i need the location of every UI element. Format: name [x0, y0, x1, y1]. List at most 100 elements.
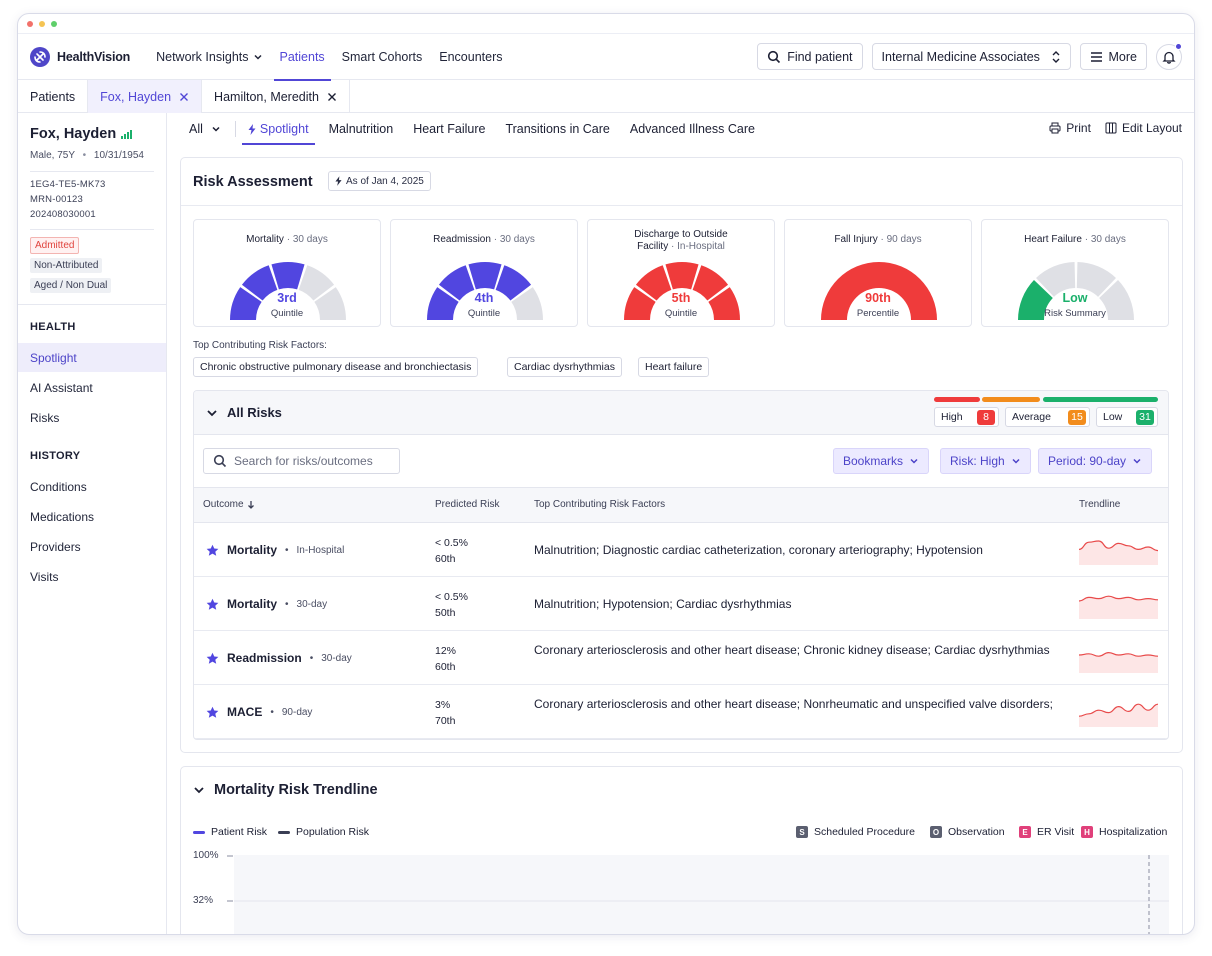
high-count[interactable]: High 8: [934, 407, 999, 427]
filter-all-dropdown[interactable]: All: [189, 113, 221, 145]
patient-dob: 10/31/1954: [93, 150, 144, 161]
find-patient-button[interactable]: Find patient: [757, 43, 863, 70]
sidebar-item-spotlight[interactable]: Spotlight: [18, 343, 166, 372]
column-outcome[interactable]: Outcome: [203, 499, 255, 510]
nav-network-insights[interactable]: Network Insights: [156, 34, 262, 80]
app-window: HealthVision Network Insights Patients S…: [17, 13, 1195, 935]
tab-spotlight[interactable]: Spotlight: [241, 113, 315, 145]
healthvision-logo-icon: [30, 46, 50, 67]
bookmarks-filter[interactable]: Bookmarks: [833, 448, 930, 474]
average-count[interactable]: Average 15: [1005, 407, 1090, 427]
sidebar-item-medications[interactable]: Medications: [18, 502, 166, 531]
legend-label: Hospitalization: [1099, 826, 1168, 838]
risk-search-input[interactable]: Search for risks/outcomes: [203, 448, 400, 474]
print-label: Print: [1066, 121, 1091, 135]
legend-label: ER Visit: [1037, 826, 1075, 838]
gauge-unit: Quintile: [664, 308, 698, 319]
star-icon[interactable]: [206, 706, 219, 719]
nav-encounters[interactable]: Encounters: [439, 34, 502, 80]
nav-label: Patients: [279, 49, 325, 64]
layout-icon: [1105, 122, 1117, 134]
tab-patients[interactable]: Patients: [18, 80, 89, 113]
gauge-segment: [624, 287, 656, 320]
gauge-card[interactable]: Discharge to Outside Facility · In-Hospi…: [587, 219, 775, 327]
tab-patient-hamilton-meredith[interactable]: Hamilton, Meredith: [202, 80, 350, 113]
outcome-name: Readmission: [227, 651, 302, 665]
tab-label: Patients: [30, 89, 76, 104]
gauge-card[interactable]: Readmission · 30 days 4th Quintile: [390, 219, 578, 327]
gauge-segment: [821, 262, 937, 320]
column-predicted-risk[interactable]: Predicted Risk: [435, 499, 500, 510]
risks-table-header: Outcome Predicted Risk Top Contributing …: [194, 487, 1168, 523]
risk-percentile: 50th: [435, 607, 456, 619]
sidebar-item-label: Medications: [30, 509, 95, 524]
trendline-toggle[interactable]: Mortality Risk Trendline: [193, 782, 378, 798]
sidebar-item-visits[interactable]: Visits: [18, 562, 166, 591]
top-navigation: HealthVision Network Insights Patients S…: [18, 34, 1194, 81]
period-filter[interactable]: Period: 90-day: [1038, 448, 1153, 474]
sparkline-area: [1079, 596, 1158, 619]
gauge-card[interactable]: Heart Failure · 30 days Low Risk Summary: [981, 219, 1169, 327]
predicted-risk-cell: 3% 70th: [435, 697, 455, 729]
star-icon[interactable]: [206, 544, 219, 557]
organization-select[interactable]: Internal Medicine Associates: [871, 43, 1071, 70]
gauge-segment: [241, 265, 278, 301]
brand-logo[interactable]: HealthVision: [30, 46, 130, 67]
top-factors-label: Top Contributing Risk Factors:: [193, 340, 327, 351]
chevron-down-icon: [253, 54, 262, 60]
column-trendline: Trendline: [1079, 499, 1121, 510]
risk-level-filter[interactable]: Risk: High: [940, 448, 1031, 474]
sidebar-item-risks[interactable]: Risks: [18, 403, 166, 432]
table-row[interactable]: Mortality • 30-day < 0.5% 50th Malnutrition; …: [194, 577, 1168, 631]
close-dot[interactable]: [27, 20, 33, 27]
tab-label: Hamilton, Meredith: [214, 89, 319, 104]
sidebar-item-ai-assistant[interactable]: AI Assistant: [18, 373, 166, 402]
gauge-title-text: Readmission: [433, 234, 491, 245]
high-risk-bar: [934, 397, 980, 402]
gauge-card[interactable]: Fall Injury · 90 days 90th Percentile: [784, 219, 972, 327]
gauge-title-text: Mortality: [246, 234, 284, 245]
edit-layout-button[interactable]: Edit Layout: [1105, 121, 1182, 135]
gauge-segment: [1099, 280, 1134, 320]
risk-factor-chip[interactable]: Heart failure: [638, 357, 710, 377]
all-risks-header: All Risks High 8 Average 15 Low 31: [194, 391, 1168, 435]
count-label: Average: [1012, 411, 1051, 423]
population-risk-swatch: [278, 830, 290, 834]
minimize-dot[interactable]: [39, 20, 45, 27]
bell-icon: [1162, 51, 1176, 64]
tab-transitions-in-care[interactable]: Transitions in Care: [505, 113, 609, 145]
tab-heart-failure[interactable]: Heart Failure: [413, 113, 485, 145]
close-icon[interactable]: [327, 92, 337, 102]
table-row[interactable]: Readmission • 30-day 12% 60th Coronary arteri…: [194, 631, 1168, 685]
patient-name: Fox, Hayden: [30, 126, 133, 142]
risk-percentile: 60th: [435, 553, 456, 565]
gauge-card[interactable]: Mortality · 30 days 3rd Quintile: [193, 219, 381, 327]
print-button[interactable]: Print: [1049, 121, 1091, 135]
separator: •: [285, 598, 289, 610]
tab-malnutrition[interactable]: Malnutrition: [329, 113, 394, 145]
notifications-button[interactable]: [1156, 42, 1182, 70]
trendline-sparkline: [1079, 651, 1158, 673]
star-icon[interactable]: [206, 652, 219, 665]
gauge-unit: Quintile: [270, 308, 304, 319]
tab-patient-fox-hayden[interactable]: Fox, Hayden: [88, 80, 203, 113]
maximize-dot[interactable]: [51, 20, 57, 27]
nav-patients[interactable]: Patients: [273, 34, 331, 81]
risk-factor-chip[interactable]: Chronic obstructive pulmonary disease an…: [193, 357, 479, 377]
gauge-segment: [1036, 262, 1076, 297]
risk-factor-chip[interactable]: Cardiac dysrhythmias: [507, 357, 622, 377]
separator: •: [285, 544, 289, 556]
table-row[interactable]: Mortality • In-Hospital < 0.5% 60th Malnutrit…: [194, 523, 1168, 577]
star-icon[interactable]: [206, 598, 219, 611]
table-row[interactable]: MACE • 90-day 3% 70th Coronary arterioscleros…: [194, 685, 1168, 739]
gauge-segment: [511, 287, 543, 320]
tab-advanced-illness-care[interactable]: Advanced Illness Care: [630, 113, 755, 145]
close-icon[interactable]: [179, 92, 189, 102]
more-button[interactable]: More: [1079, 43, 1147, 70]
sidebar-item-conditions[interactable]: Conditions: [18, 472, 166, 501]
separator: •: [270, 706, 274, 718]
nav-smart-cohorts[interactable]: Smart Cohorts: [342, 34, 423, 80]
all-risks-toggle[interactable]: All Risks: [206, 405, 282, 420]
sidebar-item-providers[interactable]: Providers: [18, 532, 166, 561]
low-count[interactable]: Low 31: [1096, 407, 1158, 427]
